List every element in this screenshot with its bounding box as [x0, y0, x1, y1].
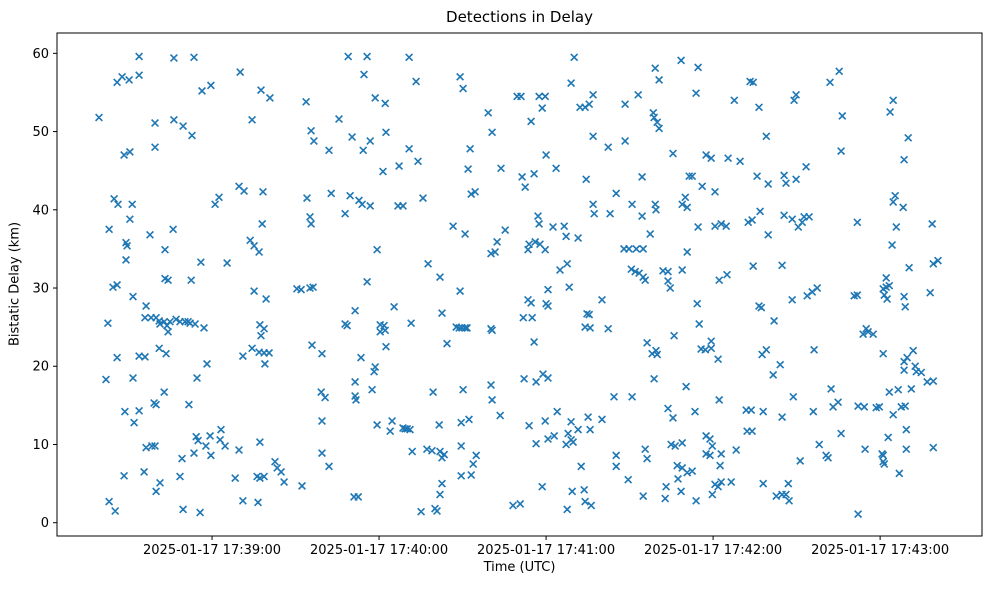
- x-tick-label: 2025-01-17 17:41:00: [477, 543, 615, 558]
- y-tick-label: 0: [41, 516, 49, 531]
- y-tick-label: 60: [32, 47, 49, 62]
- x-tick-label: 2025-01-17 17:40:00: [310, 543, 448, 558]
- y-tick-label: 30: [32, 282, 49, 297]
- y-tick-label: 20: [32, 360, 49, 375]
- y-axis-label: Bistatic Delay (km): [7, 221, 23, 347]
- x-tick-label: 2025-01-17 17:39:00: [143, 543, 281, 558]
- x-tick-label: 2025-01-17 17:43:00: [811, 543, 949, 558]
- plot-spines: [56, 32, 983, 537]
- x-tick-label: 2025-01-17 17:42:00: [644, 543, 782, 558]
- y-tick-label: 50: [32, 125, 49, 140]
- scatter-points: [95, 52, 942, 519]
- chart-title: Detections in Delay: [446, 8, 593, 26]
- x-axis-label: Time (UTC): [483, 560, 556, 575]
- y-tick-label: 10: [32, 438, 49, 453]
- y-tick-label: 40: [32, 203, 49, 218]
